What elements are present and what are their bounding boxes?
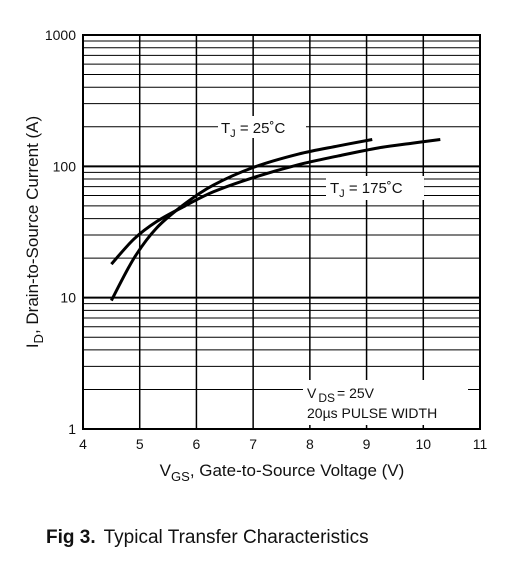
x-axis-label-rest: , Gate-to-Source Voltage (V)	[190, 461, 405, 480]
x-axis-label-sub: GS	[171, 469, 190, 484]
tj175-sub: J	[339, 188, 345, 200]
y-tick-label: 1000	[45, 27, 76, 43]
tj175-rest: = 175˚C	[345, 180, 403, 197]
tj25-label-bg	[218, 116, 306, 138]
series-line-tj175	[110, 138, 441, 266]
vds-rest: = 25V	[337, 385, 375, 401]
conditions-bg	[303, 380, 468, 425]
tj25-rest: = 25˚C	[236, 120, 286, 137]
x-axis-label: VGS, Gate-to-Source Voltage (V)	[160, 461, 405, 484]
tj25-prefix: T	[221, 120, 230, 137]
figure-caption: Fig 3. Typical Transfer Characteristics	[46, 527, 369, 549]
y-axis-label: ID, Drain-to-Source Current (A)	[23, 116, 46, 348]
figure-title: Typical Transfer Characteristics	[103, 527, 369, 548]
x-axis-label-main: V	[160, 461, 172, 480]
tj25-sub: J	[230, 128, 236, 140]
figure-number: Fig 3.	[46, 527, 96, 548]
tj175-prefix: T	[330, 180, 339, 197]
tj25-label: TJ = 25˚C	[221, 120, 285, 140]
pulse-width-label: 20µs PULSE WIDTH	[307, 405, 437, 421]
y-tick-label: 100	[53, 158, 77, 174]
vds-sub: DS	[318, 391, 335, 405]
y-axis-label-rest: , Drain-to-Source Current (A)	[23, 116, 42, 334]
vds-label: V DS = 25V	[307, 385, 375, 405]
y-tick-label: 10	[60, 290, 76, 306]
y-axis-label-main: I	[23, 343, 42, 348]
x-tick-label: 6	[193, 436, 201, 452]
x-tick-label: 8	[306, 436, 314, 452]
x-tick-label: 7	[249, 436, 257, 452]
vds-prefix: V	[307, 385, 317, 401]
x-tick-label: 9	[363, 436, 371, 452]
y-tick-label: 1	[68, 421, 76, 437]
x-tick-label: 5	[136, 436, 144, 452]
x-tick-label: 4	[79, 436, 87, 452]
x-tick-label: 11	[473, 436, 488, 452]
tj175-label-bg	[326, 176, 424, 200]
tj175-label: TJ = 175˚C	[330, 180, 403, 200]
series-line-tj25	[110, 138, 373, 302]
x-tick-label: 10	[415, 436, 431, 452]
plot-frame	[82, 34, 481, 430]
y-axis-label-sub: D	[31, 334, 46, 343]
series-layer	[110, 138, 441, 302]
